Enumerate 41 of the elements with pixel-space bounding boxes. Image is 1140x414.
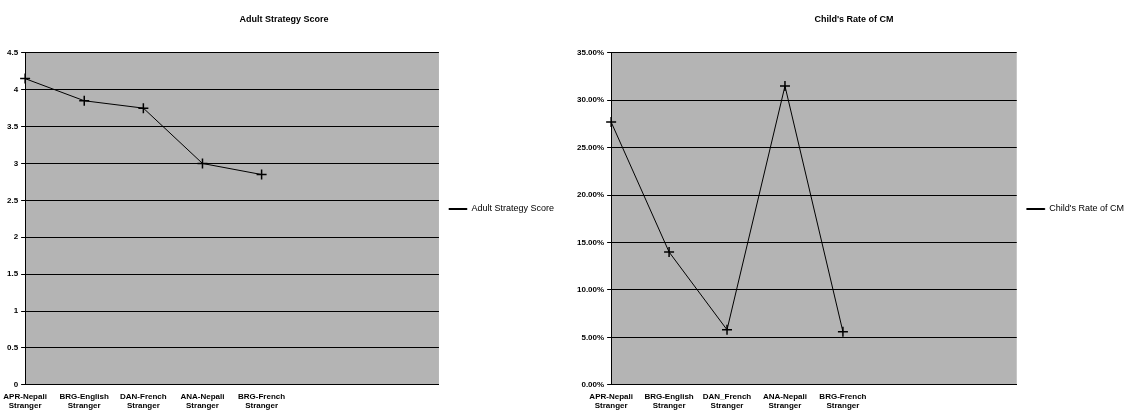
chart-title: Adult Strategy Score bbox=[239, 13, 329, 24]
x-tick-label: BRG-French Stranger bbox=[238, 391, 286, 411]
legend-label: Child's Rate of CM bbox=[1049, 203, 1125, 214]
legend-label: Adult Strategy Score bbox=[471, 203, 554, 214]
x-tick-label: APR-Nepali Stranger bbox=[3, 391, 47, 411]
x-tick-label: BRG-English Stranger bbox=[644, 391, 694, 411]
y-tick-label: 2.5 bbox=[7, 195, 19, 205]
point bbox=[78, 95, 90, 107]
chart-title: Child's Rate of CM bbox=[814, 13, 894, 24]
point bbox=[721, 324, 733, 336]
y-tick-label: 5.00% bbox=[581, 332, 605, 342]
y-tick-label: 35.00% bbox=[576, 48, 605, 57]
x-tick-label: BRG-French Stranger bbox=[819, 391, 867, 411]
y-tick-label: 15.00% bbox=[576, 237, 605, 247]
y-tick-label: 1 bbox=[13, 306, 19, 316]
x-tick-label: BRG-English Stranger bbox=[59, 391, 110, 411]
point bbox=[137, 102, 150, 114]
y-tick-label: 20.00% bbox=[576, 190, 605, 200]
point bbox=[255, 168, 268, 181]
y-tick-label: 3.5 bbox=[7, 121, 19, 131]
y-tick-label: 25.00% bbox=[576, 142, 605, 152]
x-tick-label: APR-Nepali Stranger bbox=[589, 391, 633, 411]
y-tick-label: 0 bbox=[13, 380, 19, 389]
x-tick-label: DAN-French Stranger bbox=[120, 391, 167, 411]
y-tick-label: 10.00% bbox=[576, 285, 605, 295]
y-tick-label: 4 bbox=[13, 84, 19, 94]
y-tick-label: 2 bbox=[13, 232, 19, 242]
point bbox=[196, 157, 209, 170]
x-tick-label: ANA-Nepali Stranger bbox=[762, 391, 807, 411]
x-tick-label: ANA-Nepali Stranger bbox=[180, 391, 225, 411]
y-tick-label: 0.5 bbox=[7, 343, 19, 353]
y-tick-label: 0.00% bbox=[581, 380, 605, 389]
y-tick-label: 3 bbox=[13, 158, 19, 168]
y-tick-label: 1.5 bbox=[7, 269, 19, 279]
point bbox=[663, 246, 675, 258]
point bbox=[837, 325, 849, 338]
x-tick-label: DAN_French Stranger bbox=[702, 391, 752, 411]
point bbox=[779, 80, 791, 92]
y-tick-label: 30.00% bbox=[576, 95, 605, 105]
point bbox=[19, 72, 31, 85]
y-tick-label: 4.5 bbox=[7, 48, 19, 57]
